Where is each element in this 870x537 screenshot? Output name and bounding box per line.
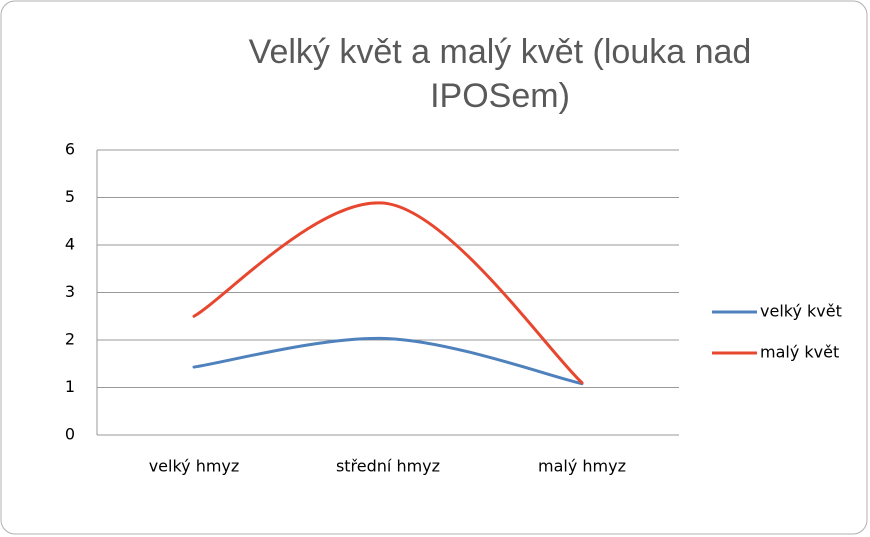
y-tick-label: 0 bbox=[65, 425, 75, 444]
x-tick-label: velký hmyz bbox=[149, 457, 240, 476]
y-tick-label: 5 bbox=[65, 187, 75, 206]
series-line bbox=[192, 336, 584, 386]
chart-title: Velký květ a malý květ (louka nad IPOSem… bbox=[248, 33, 752, 115]
legend-label: malý květ bbox=[760, 343, 839, 362]
y-tick-label: 6 bbox=[65, 140, 75, 159]
y-tick-label: 4 bbox=[65, 235, 75, 254]
y-tick-label: 1 bbox=[65, 377, 75, 396]
y-tick-label: 3 bbox=[65, 282, 75, 301]
series-line bbox=[192, 201, 584, 385]
y-tick-label: 2 bbox=[65, 330, 75, 349]
x-tick-label: malý hmyz bbox=[538, 457, 626, 476]
x-tick-label: střední hmyz bbox=[336, 457, 440, 476]
legend-label: velký květ bbox=[760, 302, 842, 321]
